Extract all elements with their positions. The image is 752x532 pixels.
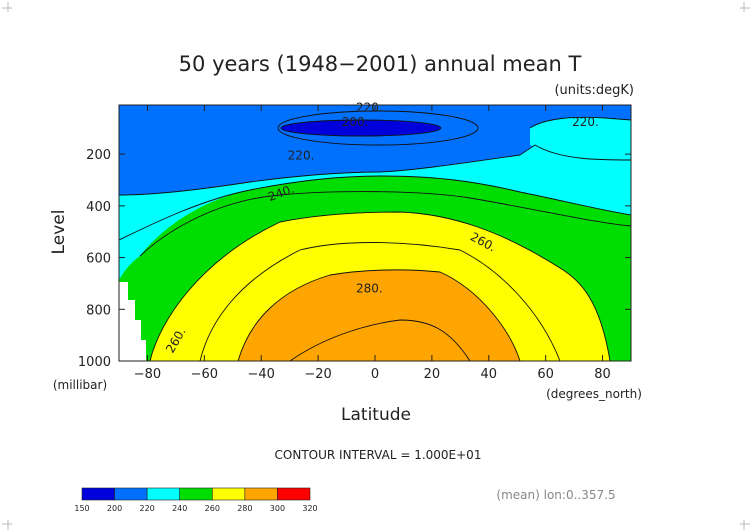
color-bar-tick-label: 300 <box>270 504 285 513</box>
x-tick-label: 80 <box>594 367 611 382</box>
x-tick-label: 0 <box>371 367 379 382</box>
x-axis-label: Latitude <box>341 405 411 425</box>
contour-line <box>139 191 631 257</box>
y-axis-unit: (millibar) <box>53 378 107 392</box>
contour-label: 220. <box>356 101 383 115</box>
color-bar-swatch <box>211 487 246 501</box>
contour-line <box>529 116 631 129</box>
crop-mark-top-left <box>2 2 12 12</box>
contour-line <box>289 319 471 361</box>
color-bar-tick-label: 260 <box>205 504 220 513</box>
contour-label: 220. <box>572 115 599 129</box>
band-150-200 <box>281 120 441 136</box>
units-label: (units:degK) <box>554 83 634 98</box>
x-tick-label: −80 <box>134 367 161 382</box>
y-axis: 200 400 600 800 1000 <box>78 148 631 370</box>
color-bar-tick-label: 280 <box>237 504 252 513</box>
color-bar-swatch <box>146 487 181 501</box>
contour-label: 220. <box>288 148 315 162</box>
color-bar-tick-label: 320 <box>302 504 317 513</box>
contour-lines <box>119 110 631 361</box>
contour-interval-text: CONTOUR INTERVAL = 1.000E+01 <box>275 448 482 462</box>
color-bar-swatch <box>244 487 278 501</box>
x-tick-label: 40 <box>481 367 498 382</box>
y-axis-label: Level <box>49 210 69 255</box>
chart-title: 50 years (1948−2001) annual mean T <box>179 52 582 76</box>
contour-line <box>119 175 631 241</box>
footnote: (mean) lon:0..357.5 <box>496 488 615 502</box>
color-bar-swatch <box>179 487 213 501</box>
x-tick-label: −40 <box>248 367 275 382</box>
color-bar-swatch <box>277 487 311 501</box>
color-bar-tick-label: 200 <box>107 504 122 513</box>
band-200-220 <box>119 105 631 195</box>
crop-mark-bottom-right <box>740 520 750 530</box>
x-tick-label: −60 <box>191 367 218 382</box>
x-tick-label: 60 <box>537 367 554 382</box>
contour-line <box>280 119 442 137</box>
color-bar-swatch <box>81 487 115 501</box>
band-280-300 <box>238 269 520 361</box>
missing-data-region <box>119 282 146 361</box>
x-axis-unit: (degrees_north) <box>546 387 642 401</box>
contour-label: 280. <box>356 282 383 296</box>
x-tick-label: −20 <box>304 367 331 382</box>
y-tick-label: 600 <box>86 252 111 267</box>
contour-line <box>149 211 611 361</box>
y-tick-label: 200 <box>86 148 111 163</box>
x-axis: −80 −60 −40 −20 0 20 40 60 80 <box>134 105 611 382</box>
y-tick-label: 1000 <box>78 355 111 370</box>
color-bar-tick-label: 150 <box>74 504 89 513</box>
contour-fill-area <box>119 105 631 361</box>
color-bar-swatch <box>114 487 148 501</box>
y-tick-label: 400 <box>86 200 111 215</box>
contour-line <box>237 269 521 361</box>
color-bar: 150 200 220 240 260 280 300 320 <box>74 487 318 513</box>
contour-line <box>277 110 479 146</box>
color-bar-tick-label: 220 <box>140 504 155 513</box>
crop-mark-bottom-left <box>2 520 12 530</box>
y-tick-label: 800 <box>86 303 111 318</box>
contour-label: 200. <box>342 115 369 129</box>
band-220-240-pocket <box>530 117 631 162</box>
x-tick-label: 20 <box>424 367 441 382</box>
color-bar-tick-label: 240 <box>172 504 187 513</box>
crop-mark-top-right <box>740 2 750 12</box>
contour-line <box>199 242 561 361</box>
contour-line <box>119 144 631 196</box>
